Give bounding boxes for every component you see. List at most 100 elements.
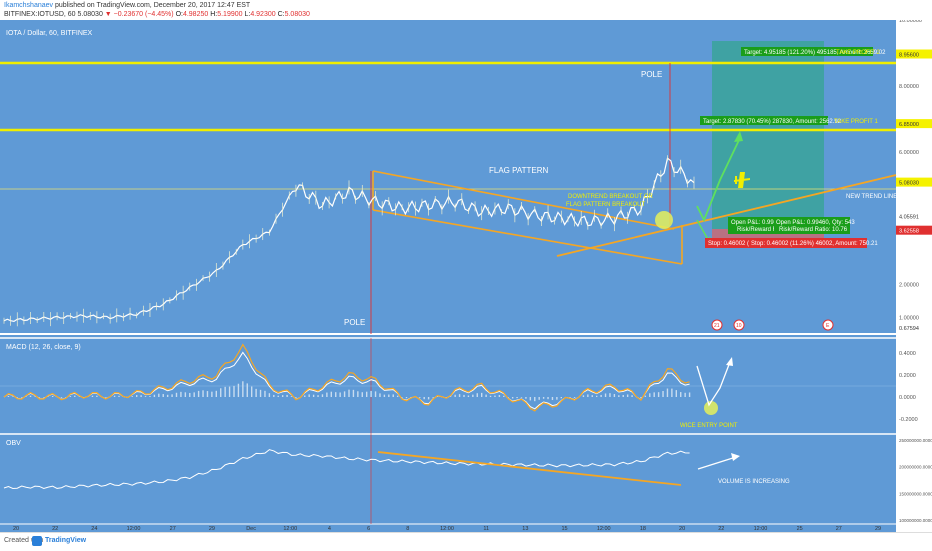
flag-pattern-label: FLAG PATTERN [489, 166, 548, 175]
last-price: 5.08030 [77, 11, 103, 18]
event-icon-1[interactable]: 21 [711, 319, 723, 331]
time-tick-label: 12:00 [440, 526, 454, 532]
price-badge-label: 0.67594 [899, 326, 919, 332]
green-arrow-head [734, 131, 743, 142]
time-tick-label: 6 [367, 526, 370, 532]
price-tick-label: 6.00000 [899, 150, 919, 156]
time-tick-label: 29 [875, 526, 881, 532]
price-badge-bg [896, 211, 932, 221]
price-badge-bg [896, 225, 932, 235]
stop-b: Stop: 0.46002 (11.26%) 46002, Amount: 75… [751, 241, 878, 247]
volume-increasing-label: VOLUME IS INCREASING [718, 479, 790, 485]
obv-pane[interactable] [0, 434, 896, 524]
candles [3, 155, 695, 327]
low-value: 4.92300 [250, 11, 276, 18]
open-pnl-b-bg[interactable] [774, 217, 850, 234]
green-arrow-up [696, 137, 741, 223]
time-tick-label: 12:00 [597, 526, 611, 532]
breakout-label-1: DOWNTREND BREAKOUT OR [568, 194, 654, 200]
event-icon-2[interactable]: 10 [733, 319, 745, 331]
price-change: ▼ −0.23670 (−4.45%) [104, 11, 174, 18]
new-trend-line[interactable] [556, 174, 897, 257]
svg-text:E: E [826, 323, 830, 329]
time-axis-bg [0, 524, 896, 532]
ohlc-line: BITFINEX:IOTUSD, 60 5.08030 ▼ −0.23670 (… [4, 10, 310, 19]
event-icon-3[interactable]: E [822, 319, 834, 331]
price-badge-bg [896, 177, 932, 187]
pole-top-label: POLE [641, 70, 662, 79]
time-tick-label: 25 [797, 526, 803, 532]
flag-upper-line[interactable] [372, 170, 675, 230]
time-tick-label: 20 [13, 526, 19, 532]
author-name[interactable]: Ikamchshanaev [4, 2, 54, 9]
breakout-label-2: FLAG PATTERN BREAKOUT [566, 202, 645, 208]
stop-a-bg[interactable] [705, 238, 763, 248]
obv-tick-label: 250000000.0000 [899, 438, 932, 443]
obv-arrow [697, 456, 737, 470]
time-axis-ticks: 20 22 24 12:00 27 29 Dec 12:00 4 6 8 12:00 11 13 15 12:… [13, 526, 881, 532]
publish-line: Ikamchshanaev published on TradingView.c… [4, 1, 250, 10]
published-text: published on TradingView.com, December 2… [54, 2, 251, 9]
stop-b-bg[interactable] [749, 238, 867, 248]
time-tick-label: 12:00 [283, 526, 297, 532]
obv-axis-ticks: 250000000.0000 200000000.0000 150000000.00… [899, 438, 932, 523]
time-tick-label: 29 [209, 526, 215, 532]
time-tick-label: 24 [91, 526, 97, 532]
time-tick-label: 4 [328, 526, 331, 532]
price-tick-label: 8.00000 [899, 84, 919, 90]
main-pane-title: IOTA / Dollar, 60, BITFINEX [6, 30, 93, 37]
obv-trend-line[interactable] [377, 451, 682, 486]
new-trend-line-label: NEW TREND LINE [846, 194, 897, 200]
pole-bottom-label: POLE [344, 318, 365, 327]
obv-pane-title: OBV [6, 440, 21, 447]
take-profit-2-label: TAKE PROFIT 2 [836, 50, 880, 56]
open-label: O: [175, 11, 183, 18]
tradingview-brand[interactable]: TradingView [45, 537, 87, 544]
price-axis[interactable] [896, 20, 932, 532]
stop-a: Stop: 0.46002 (1 [708, 241, 753, 247]
low-label: L: [244, 11, 251, 18]
macd-axis-ticks: 0.4000 0.2000 0.0000 -0.2000 [899, 351, 918, 423]
price-badge-label: 8.95600 [899, 53, 919, 59]
breakout-circle[interactable] [655, 211, 673, 229]
macd-line[interactable] [3, 343, 690, 412]
time-tick-label: Dec [246, 526, 256, 532]
obv-series[interactable] [3, 449, 690, 490]
close-value: 5.08030 [284, 11, 310, 18]
price-badge-bg [896, 119, 932, 129]
time-tick-label: 22 [52, 526, 58, 532]
time-tick-label: 12:00 [754, 526, 768, 532]
price-badge-label: 6.85000 [899, 122, 919, 128]
macd-tick-label: 0.2000 [899, 373, 916, 379]
entry-point-circle[interactable] [704, 401, 718, 415]
publish-header: Ikamchshanaev published on TradingView.c… [0, 0, 932, 20]
price-tick-label: 2.00000 [899, 282, 919, 288]
target-zone[interactable] [712, 41, 824, 229]
price-badge-label: 3.62558 [899, 229, 919, 235]
time-tick-label: 8 [406, 526, 409, 532]
time-tick-label: 15 [561, 526, 567, 532]
time-tick-label: 22 [718, 526, 724, 532]
time-tick-label: 12:00 [127, 526, 141, 532]
target-1-label: Target: 2.87830 (70.45%) 287830, Amount:… [703, 119, 842, 125]
tradingview-logo-icon[interactable] [32, 536, 42, 546]
price-tick-label: 1.00000 [899, 315, 919, 321]
close-label: C: [277, 11, 285, 18]
risk-reward-a: Risk/Reward R [737, 227, 778, 233]
macd-pane-title: MACD (12, 26, close, 9) [6, 344, 81, 351]
svg-text:21: 21 [714, 323, 720, 329]
symbol-label: BITFINEX:IOTUSD, 60 [4, 11, 76, 18]
chart-area[interactable]: IOTA / Dollar, 60, BITFINEX MACD (12, 26… [0, 20, 932, 532]
time-tick-label: 27 [170, 526, 176, 532]
macd-tick-label: 0.4000 [899, 351, 916, 357]
flag-lower-line[interactable] [372, 209, 683, 265]
price-badge-label: 5.08030 [899, 181, 919, 187]
open-pnl-b: Open P&L: 0.99460, Qty: 543 [776, 220, 855, 226]
time-tick-label: 18 [640, 526, 646, 532]
open-pnl-a: Open P&L: 0.994 [731, 220, 778, 226]
wice-entry-label: WICE ENTRY POINT [680, 423, 738, 429]
obv-tick-label: 100000000.0000 [899, 518, 932, 523]
target-2-label-bg[interactable] [741, 47, 873, 56]
target-1-label-bg[interactable] [700, 116, 828, 125]
macd-tick-label: 0.0000 [899, 395, 916, 401]
